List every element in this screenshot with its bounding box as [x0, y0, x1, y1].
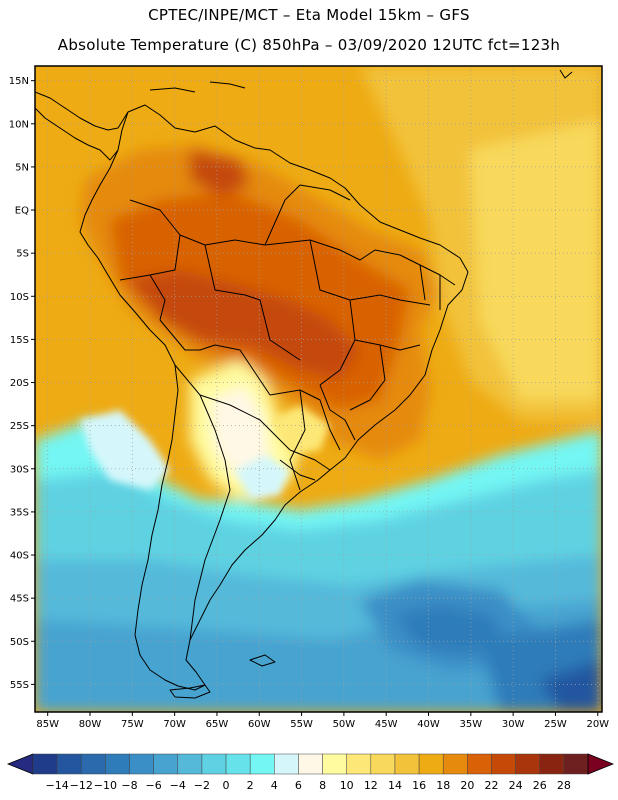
lon-tick-label: 70W — [163, 719, 186, 730]
south-america-coastline — [79, 104, 469, 691]
coastlines-and-borders — [35, 69, 573, 699]
colorbar-swatch — [129, 753, 154, 775]
lat-tick-label: 50S — [10, 637, 29, 648]
map-title-line-2: Absolute Temperature (C) 850hPa – 03/09/… — [57, 36, 561, 54]
lon-tick-label: 75W — [121, 719, 144, 730]
lon-tick-label: 35W — [460, 719, 483, 730]
colorbar-label: −12 — [70, 779, 93, 792]
colorbar-label: −2 — [194, 779, 210, 792]
colorbar-label: −4 — [170, 779, 186, 792]
colorbar-swatch — [81, 753, 106, 775]
colorbar-label: −8 — [121, 779, 137, 792]
lat-tick-label: 10S — [10, 292, 29, 303]
colorbar-swatch — [32, 753, 58, 775]
colorbar-swatch — [346, 753, 372, 775]
colorbar-label: 8 — [319, 779, 326, 792]
colorbar-label: 12 — [364, 779, 378, 792]
lon-tick-label: 55W — [290, 719, 313, 730]
colorbar-swatch — [467, 753, 492, 775]
colorbar-swatch — [418, 753, 444, 775]
colorbar-label: 16 — [412, 779, 426, 792]
temperature-field — [35, 66, 602, 712]
colorbar-label: −14 — [46, 779, 69, 792]
colorbar-swatch — [177, 753, 203, 775]
colorbar-swatch — [105, 753, 130, 775]
colorbar-swatch — [442, 753, 468, 775]
colorbar-swatch — [298, 753, 323, 775]
colorbar-label: 4 — [271, 779, 278, 792]
colorbar-label: 20 — [460, 779, 474, 792]
lat-lon-grid — [35, 66, 602, 712]
colorbar-swatch — [563, 753, 589, 775]
colorbar-label: 28 — [557, 779, 571, 792]
colorbar-swatch — [201, 753, 227, 775]
map-frame — [34, 65, 603, 713]
colorbar-label: −6 — [146, 779, 162, 792]
colorbar-swatch — [539, 753, 565, 775]
colorbar-label: 24 — [509, 779, 523, 792]
lon-tick-label: 20W — [586, 719, 609, 730]
colorbar-label: 6 — [295, 779, 302, 792]
lat-tick-label: 30S — [10, 464, 29, 475]
lon-tick-label: 40W — [417, 719, 440, 730]
colorbar-label: 14 — [388, 779, 402, 792]
lat-tick-label: 55S — [10, 680, 29, 691]
colorbar-label: 22 — [484, 779, 498, 792]
lon-tick-label: 45W — [375, 719, 398, 730]
lon-tick-label: 60W — [248, 719, 271, 730]
colorbar-swatch — [394, 753, 420, 775]
lon-tick-label: 85W — [36, 719, 59, 730]
central-america-coastline — [35, 91, 129, 131]
lon-tick-label: 65W — [206, 719, 229, 730]
lat-tick-label: 15N — [9, 76, 29, 87]
lat-tick-label: 20S — [10, 378, 29, 389]
lat-tick-label: EQ — [15, 206, 29, 217]
colorbar-swatch — [153, 753, 179, 775]
colorbar-swatch — [322, 753, 347, 775]
colorbar-swatch — [274, 753, 299, 775]
colorbar-label: 18 — [436, 779, 450, 792]
lon-tick-label: 80W — [79, 719, 102, 730]
lat-tick-label: 45S — [10, 594, 29, 605]
colorbar-left-arrow — [6, 753, 34, 775]
lat-tick-label: 40S — [10, 551, 29, 562]
colorbar-label: 0 — [223, 779, 230, 792]
lon-tick-label: 30W — [502, 719, 525, 730]
lat-tick-label: 25S — [10, 421, 29, 432]
colorbar-swatch — [56, 753, 82, 775]
colorbar-swatch — [225, 753, 251, 775]
colorbar-right-arrow — [587, 753, 615, 775]
lat-tick-label: 5N — [15, 162, 29, 173]
colorbar-swatch — [515, 753, 540, 775]
colorbar-label: −10 — [94, 779, 117, 792]
colorbar-swatch — [491, 753, 516, 775]
lat-tick-label: 10N — [9, 119, 29, 130]
temperature-colorbar: −14 −12 −10 −8 −6 −4 −2 0 2 4 6 8 10 12 14 16 18 20 22 24 26… — [6, 753, 615, 792]
map-title-line-1: CPTEC/INPE/MCT – Eta Model 15km – GFS — [148, 6, 470, 24]
latitude-axis: 15N 10N 5N EQ 5S 10S 15S 20S 25S 30S 35S 40S 45S 50S 5… — [9, 76, 35, 691]
colorbar-swatch — [249, 753, 275, 775]
lon-tick-label: 25W — [544, 719, 567, 730]
lat-tick-label: 5S — [16, 249, 29, 260]
colorbar-label: 26 — [533, 779, 547, 792]
colorbar-label: 2 — [247, 779, 254, 792]
longitude-axis: 85W 80W 75W 70W 65W 60W 55W 50W 45W 40W 35W 30W 25W 2… — [36, 712, 609, 730]
lat-tick-label: 15S — [10, 335, 29, 346]
colorbar-swatch — [370, 753, 396, 775]
colorbar-label: 10 — [340, 779, 354, 792]
lon-tick-label: 50W — [333, 719, 356, 730]
lat-tick-label: 35S — [10, 507, 29, 518]
